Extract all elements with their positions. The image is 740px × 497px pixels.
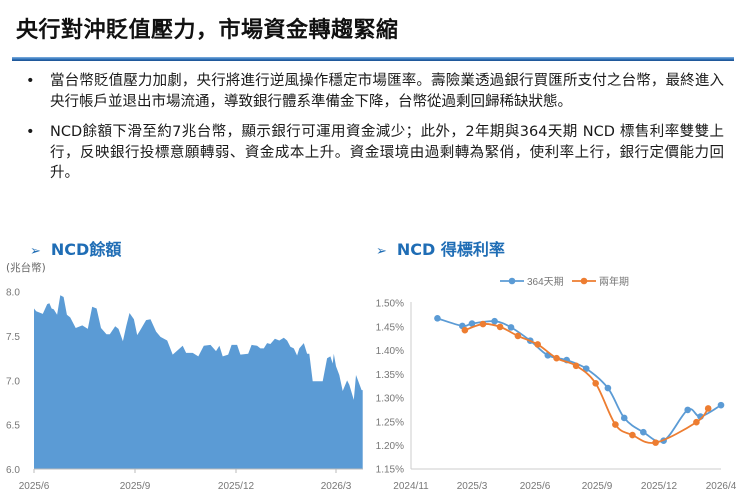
title-divider <box>12 57 734 61</box>
y-tick-label: 8.0 <box>6 288 20 299</box>
y-tick-label: 7.0 <box>6 376 20 387</box>
x-tick-label: 2026/4 <box>706 481 737 492</box>
data-point <box>640 428 647 436</box>
legend-marker <box>580 277 588 285</box>
y-tick-label: 1.50% <box>376 299 404 310</box>
x-tick-label: 2026/3 <box>321 481 352 492</box>
legend-label: 兩年期 <box>599 275 629 288</box>
data-point <box>491 317 498 325</box>
bullet-list: • 當台幣貶值壓力加劇，央行將進行逆風操作穩定市場匯率。壽險業透過銀行買匯所支付之… <box>22 71 724 194</box>
y-tick-label: 1.30% <box>376 394 404 405</box>
x-tick-label: 2025/6 <box>520 481 551 492</box>
bullet-text: 當台幣貶值壓力加劇，央行將進行逆風操作穩定市場匯率。壽險業透過銀行買匯所支付之台… <box>50 73 724 110</box>
bullet-icon: • <box>26 124 35 140</box>
y-tick-label: 1.25% <box>376 417 404 428</box>
x-tick-label: 2025/3 <box>457 481 488 492</box>
section-title: NCD 得標利率 <box>396 240 505 259</box>
data-point <box>704 405 712 412</box>
y-tick-label: 6.0 <box>6 465 20 476</box>
page-title: 央行對沖貶值壓力，市場資金轉趨緊縮 <box>16 18 399 43</box>
section-title: NCD餘額 <box>50 240 122 259</box>
data-point <box>496 323 504 331</box>
arrow-icon: ➢ <box>30 244 41 259</box>
data-point <box>514 332 522 340</box>
data-point <box>434 315 441 322</box>
y-tick-label: 1.20% <box>376 441 404 452</box>
data-point <box>684 406 691 414</box>
bullet-icon: • <box>26 73 35 89</box>
bullet-item: • NCD餘額下滑至約7兆台幣，顯示銀行可運用資金減少；此外，2年期與364天期 … <box>22 122 724 184</box>
y-axis-unit: (兆台幣) <box>6 262 46 274</box>
y-tick-label: 1.40% <box>376 346 404 357</box>
arrow-icon: ➢ <box>376 244 387 259</box>
x-tick-label: 2025/9 <box>120 481 151 492</box>
data-point <box>479 320 487 328</box>
y-tick-label: 6.5 <box>6 421 20 432</box>
series-line-2y <box>464 323 709 444</box>
data-point <box>592 380 599 387</box>
data-point <box>717 401 725 409</box>
ncd-balance-area <box>34 295 363 469</box>
y-tick-label: 1.15% <box>376 465 404 476</box>
legend-label: 364天期 <box>527 276 564 288</box>
data-point <box>534 341 541 348</box>
data-point <box>461 326 469 334</box>
x-tick-label: 2025/12 <box>641 481 678 492</box>
series-line-364d <box>437 317 722 443</box>
x-tick-label: 2025/6 <box>19 481 50 492</box>
x-tick-label: 2024/11 <box>393 481 429 492</box>
x-tick-label: 2025/12 <box>218 481 255 492</box>
bullet-item: • 當台幣貶值壓力加劇，央行將進行逆風操作穩定市場匯率。壽險業透過銀行買匯所支付之… <box>22 71 724 112</box>
data-point <box>604 384 612 392</box>
data-point <box>582 365 590 372</box>
data-point <box>629 431 636 439</box>
data-point <box>652 439 659 446</box>
y-tick-label: 1.45% <box>376 322 404 333</box>
data-point <box>572 362 580 370</box>
y-tick-label: 7.5 <box>6 332 20 343</box>
ncd-balance-heading: ➢ NCD餘額 <box>30 236 121 260</box>
data-point <box>553 354 560 362</box>
data-point <box>468 320 476 327</box>
x-tick-label: 2025/9 <box>582 481 613 492</box>
data-point <box>693 418 700 426</box>
legend-marker <box>508 277 516 285</box>
ncd-rate-heading: ➢ NCD 得標利率 <box>376 236 505 260</box>
data-point <box>612 421 619 428</box>
y-tick-label: 1.35% <box>376 370 404 381</box>
data-point <box>507 324 515 331</box>
bullet-text: NCD餘額下滑至約7兆台幣，顯示銀行可運用資金減少；此外，2年期與364天期 N… <box>50 124 724 181</box>
data-point <box>620 414 628 422</box>
